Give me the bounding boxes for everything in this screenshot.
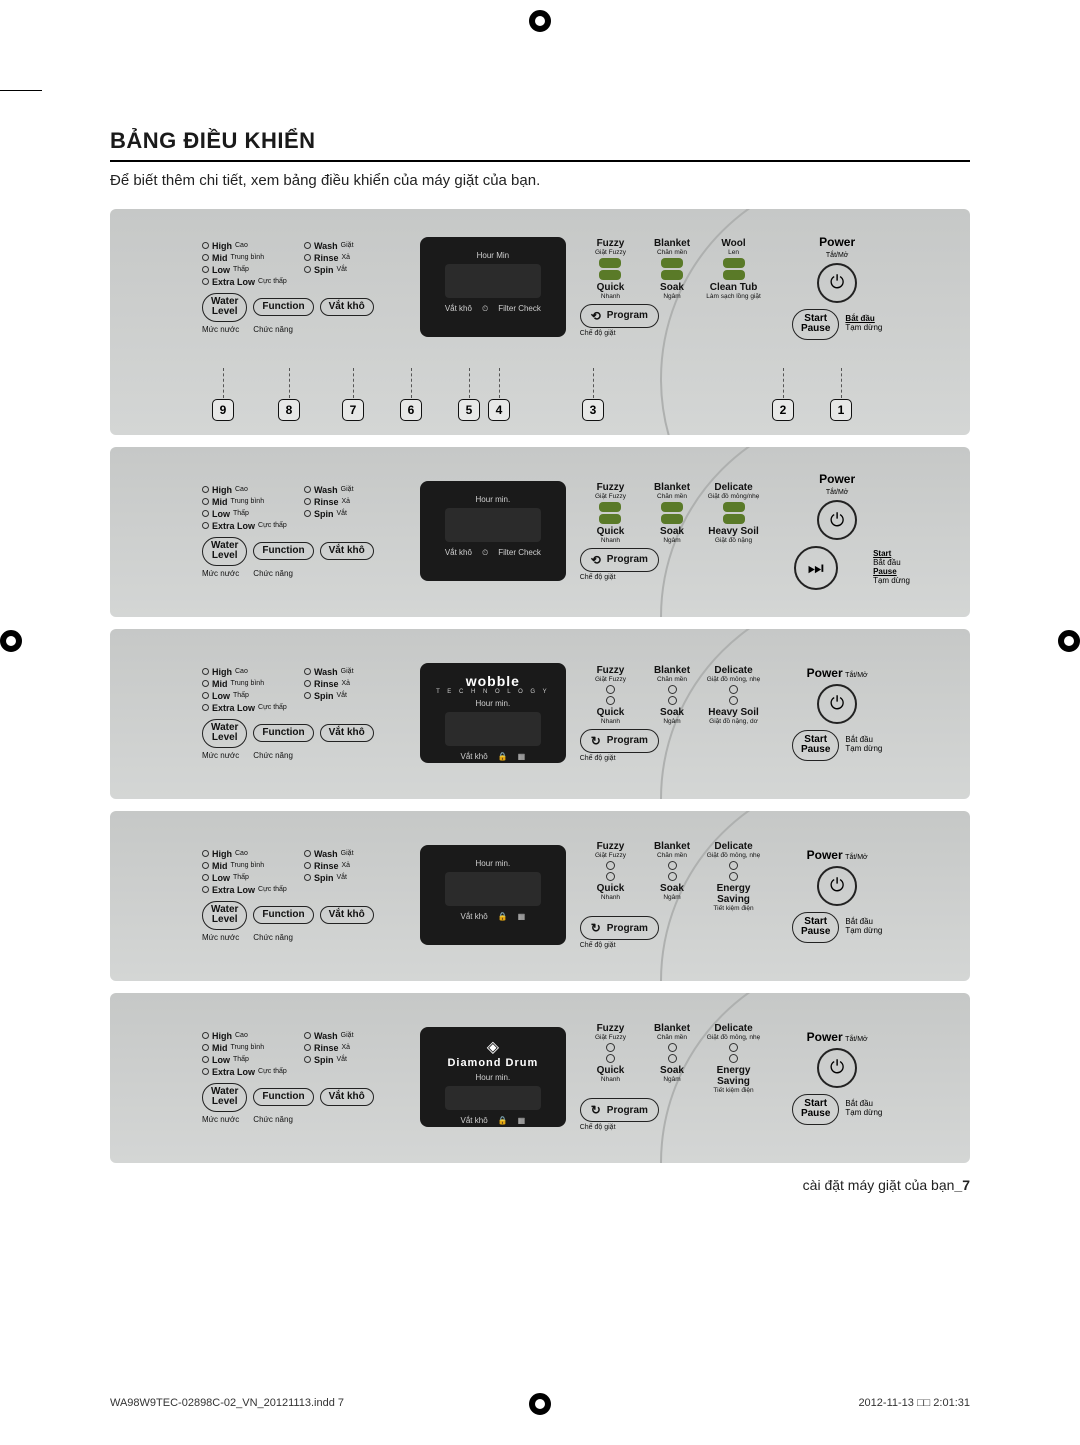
- function-button[interactable]: Function: [253, 906, 313, 925]
- crop-mark: [0, 90, 42, 91]
- power-button[interactable]: ⏻: [817, 866, 857, 906]
- start-pause-button[interactable]: StartPause: [792, 912, 839, 943]
- registration-mark-bottom: [529, 1393, 551, 1415]
- program-block: FuzzyGiặt Fuzzy BlanketChăn mền WoolLen …: [580, 238, 765, 337]
- callout-row: 9 8 7 6 5 4 3 2 1: [202, 373, 910, 421]
- function-button[interactable]: Function: [253, 542, 313, 561]
- power-block: PowerTắt/Mở ⏻ StartPause Bắt đầuTạm dừng: [764, 235, 910, 340]
- display-screen: ◈ Diamond Drum Hour min. Vắt khô🔒▦: [420, 1027, 566, 1127]
- display-screen: wobble T E C H N O L O G Y Hour min. Vắt…: [420, 663, 566, 763]
- registration-mark-top: [529, 10, 551, 32]
- page-title: BẢNG ĐIỀU KHIỂN: [110, 128, 970, 154]
- power-button[interactable]: ⏻: [817, 500, 857, 540]
- control-panel-3: HighCao WashGiặt MidTrung bình RinseXả L…: [110, 629, 970, 799]
- start-pause-button[interactable]: StartPause: [792, 1094, 839, 1125]
- water-level-block: HighCao WashGiặt MidTrung bình RinseXả L…: [202, 241, 406, 334]
- function-button[interactable]: Function: [253, 1088, 313, 1107]
- panel-stack: HighCao WashGiặt MidTrung bình RinseXả L…: [110, 209, 970, 1163]
- diamond-icon: ◈: [487, 1037, 499, 1057]
- spin-dry-button[interactable]: Vắt khô: [320, 906, 374, 925]
- power-button[interactable]: ⏻: [817, 263, 857, 303]
- display-screen: Hour min. Vắt khô⏲Filter Check: [420, 481, 566, 581]
- callout-4: 4: [488, 399, 510, 421]
- control-panel-1: HighCao WashGiặt MidTrung bình RinseXả L…: [110, 209, 970, 435]
- power-button[interactable]: ⏻: [817, 684, 857, 724]
- callout-2: 2: [772, 399, 794, 421]
- callout-3: 3: [582, 399, 604, 421]
- program-button[interactable]: ⟲Program: [580, 548, 659, 572]
- callout-8: 8: [278, 399, 300, 421]
- callout-6: 6: [400, 399, 422, 421]
- function-button[interactable]: Function: [253, 298, 313, 317]
- skip-button[interactable]: ⏭: [794, 546, 838, 590]
- page-footer: cài đặt máy giặt của bạn_7: [110, 1177, 970, 1193]
- function-button[interactable]: Function: [253, 724, 313, 743]
- callout-1: 1: [830, 399, 852, 421]
- control-panel-4: HighCao WashGiặt MidTrung bình RinseXả L…: [110, 811, 970, 981]
- program-button[interactable]: ↻Program: [580, 729, 659, 753]
- program-button[interactable]: ↻Program: [580, 916, 659, 940]
- spin-dry-button[interactable]: Vắt khô: [320, 724, 374, 743]
- wobble-logo: wobble: [466, 673, 520, 689]
- water-level-button[interactable]: WaterLevel: [202, 1083, 247, 1112]
- display-screen: Hour min. Vắt khô🔒▦: [420, 845, 566, 945]
- program-icon: ⟲: [591, 309, 601, 323]
- subtitle: Để biết thêm chi tiết, xem bảng điều khi…: [110, 172, 970, 189]
- spin-dry-button[interactable]: Vắt khô: [320, 1088, 374, 1107]
- program-button[interactable]: ↻Program: [580, 1098, 659, 1122]
- water-level-button[interactable]: WaterLevel: [202, 293, 247, 322]
- registration-mark-left: [0, 630, 22, 652]
- callout-5: 5: [458, 399, 480, 421]
- start-pause-button[interactable]: StartPause: [792, 730, 839, 761]
- water-level-button[interactable]: WaterLevel: [202, 719, 247, 748]
- water-level-button[interactable]: WaterLevel: [202, 537, 247, 566]
- control-panel-5: HighCao WashGiặt MidTrung bình RinseXả L…: [110, 993, 970, 1163]
- program-button[interactable]: ⟲Program: [580, 304, 659, 328]
- display-screen: Hour Min Vắt khô⏲Filter Check: [420, 237, 566, 337]
- water-level-button[interactable]: WaterLevel: [202, 901, 247, 930]
- registration-mark-right: [1058, 630, 1080, 652]
- diamond-drum-logo: Diamond Drum: [447, 1057, 538, 1069]
- callout-9: 9: [212, 399, 234, 421]
- power-button[interactable]: ⏻: [817, 1048, 857, 1088]
- control-panel-2: HighCao WashGiặt MidTrung bình RinseXả L…: [110, 447, 970, 617]
- spin-dry-button[interactable]: Vắt khô: [320, 298, 374, 317]
- start-pause-button[interactable]: StartPause: [792, 309, 839, 340]
- title-rule: [110, 160, 970, 162]
- spin-dry-button[interactable]: Vắt khô: [320, 542, 374, 561]
- callout-7: 7: [342, 399, 364, 421]
